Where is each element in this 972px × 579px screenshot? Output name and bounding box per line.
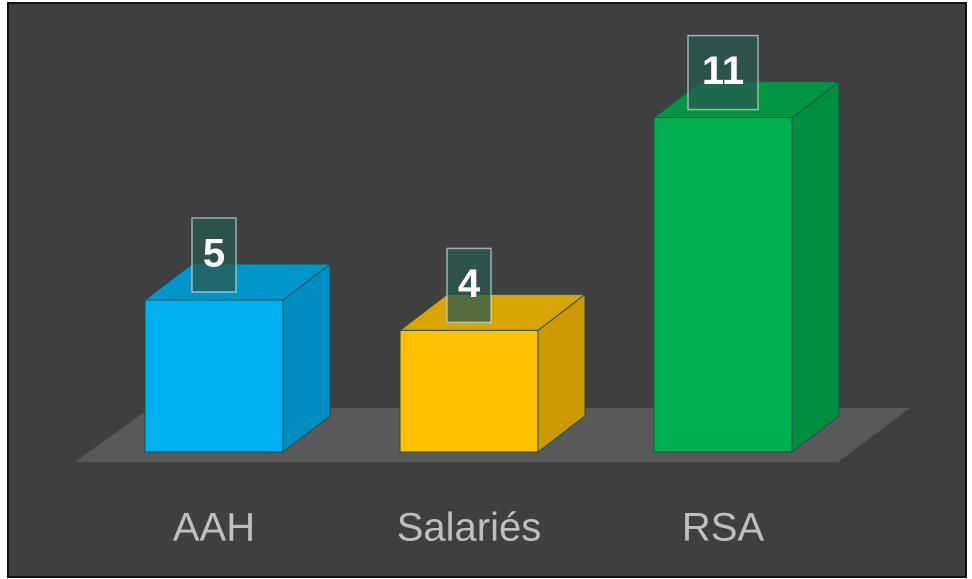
value-label: 11 <box>702 49 744 93</box>
bar <box>653 117 793 453</box>
bar-side <box>791 80 840 454</box>
value-label-box <box>687 34 759 111</box>
x-tick-label: Salariés <box>397 506 542 550</box>
value-label: 5 <box>203 232 225 276</box>
x-tick-label: RSA <box>682 506 765 550</box>
value-label-box <box>191 217 237 293</box>
value-label: 4 <box>458 262 481 306</box>
x-tick-label: AAH <box>173 506 255 550</box>
bar <box>144 299 284 453</box>
value-label-box <box>446 247 492 324</box>
bar <box>399 329 539 453</box>
